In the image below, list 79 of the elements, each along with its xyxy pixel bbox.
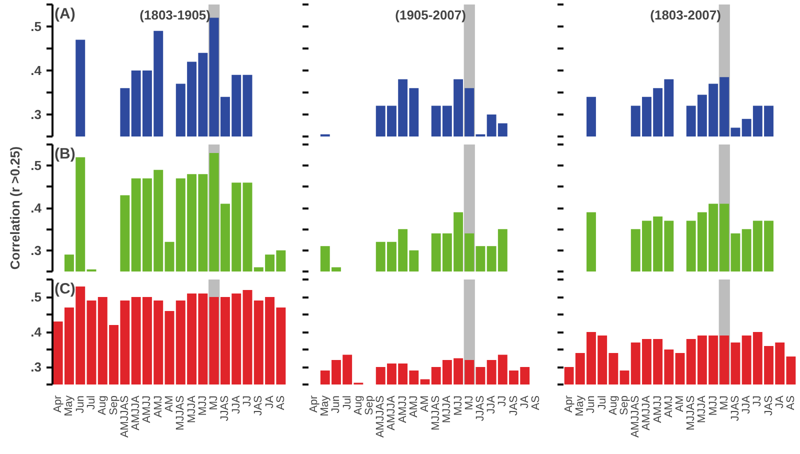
x-tick-label: Apr: [308, 395, 320, 413]
x-tick-label: May: [63, 395, 76, 416]
chart-title: (1803-1905): [140, 8, 210, 22]
x-tick-label: AMJ: [152, 396, 164, 418]
x-tick-label: Jul: [341, 396, 354, 410]
x-tick-label: Aug: [352, 395, 364, 416]
x-tick-label: May: [574, 395, 586, 416]
x-tick-label: AS: [530, 395, 542, 410]
x-tick-label: Sep: [108, 395, 120, 416]
annotation: (C): [54, 280, 76, 298]
x-tick-label: JJAS: [219, 395, 232, 422]
x-tick-label: AM: [674, 396, 686, 412]
x-tick-label: JA: [264, 394, 276, 408]
x-tick-label: JAS: [762, 395, 775, 416]
x-tick-label: MJJAS: [430, 395, 442, 430]
y-tick-label: .4: [30, 200, 42, 216]
x-tick-label: Jun: [74, 395, 86, 414]
x-tick-label: AMJ: [408, 396, 420, 418]
x-tick-label: AMJJA: [130, 394, 142, 430]
x-tick-label: AMJJ: [396, 396, 409, 423]
x-tick-label: AMJJA: [640, 394, 653, 430]
x-tick-label: Jul: [86, 396, 98, 410]
x-tick-label: Jun: [585, 395, 598, 414]
x-tick-label: AMJ: [662, 396, 675, 418]
x-tick-label: Sep: [618, 395, 631, 416]
y-tick-label: .3: [30, 360, 42, 374]
x-tick-label: MJJA: [186, 394, 198, 423]
x-tick-label: JJ: [752, 396, 764, 406]
x-tick-label: JJA: [230, 394, 242, 414]
x-tick-label: AMJJ: [652, 396, 664, 423]
x-tick-label: JJ: [496, 396, 509, 406]
x-tick-label: MJ: [718, 395, 730, 410]
x-tick-label: MJJA: [441, 394, 454, 423]
y-tick-label: .3: [30, 242, 42, 258]
annotation: (A): [54, 6, 76, 22]
x-tick-label: AS: [274, 395, 287, 410]
x-tick-label: AS: [784, 395, 797, 410]
x-tick-label: AMJJA: [386, 394, 398, 430]
x-tick-label: Sep: [364, 395, 376, 416]
x-tick-label: JJ: [242, 396, 254, 406]
x-tick-label: AMJJAS: [630, 395, 642, 438]
annotation: (B): [54, 146, 76, 162]
x-tick-label: Aug: [607, 395, 620, 416]
x-tick-label: May: [319, 395, 332, 416]
x-tick-label: JJAS: [729, 395, 742, 422]
y-tick-label: .5: [30, 19, 42, 34]
x-tick-label: AMJJAS: [374, 395, 387, 438]
chart-title: (1803-2007): [650, 8, 721, 22]
chart-title: (1905-2007): [395, 8, 466, 22]
y-tick-label: .4: [30, 63, 42, 78]
x-tick-label: MJJAS: [685, 395, 698, 430]
y-tick-label: .5: [30, 158, 42, 174]
x-tick-label: JAS: [252, 395, 265, 416]
x-tick-label: MJJAS: [174, 395, 187, 430]
x-tick-label: Jun: [330, 395, 342, 414]
x-tick-label: Jul: [596, 396, 608, 410]
x-tick-label: AMJJAS: [118, 395, 131, 438]
x-tick-label: AM: [419, 396, 431, 412]
y-tick-label: .3: [30, 107, 42, 122]
x-tick-label: Apr: [563, 395, 576, 413]
y-axis-title: Correlation (r >0.25): [8, 146, 23, 270]
x-tick-label: MJ: [463, 395, 476, 410]
x-tick-label: JAS: [508, 395, 520, 416]
x-tick-label: JJAS: [474, 395, 486, 422]
x-tick-label: AM: [164, 396, 176, 412]
x-tick-label: MJ: [208, 395, 220, 410]
x-tick-label: JJA: [486, 394, 498, 414]
x-tick-label: JA: [518, 394, 531, 408]
x-tick-label: MJJ: [452, 395, 464, 416]
x-tick-label: JJA: [740, 394, 753, 414]
y-tick-label: .5: [30, 290, 42, 304]
x-tick-label: AMJJ: [141, 396, 154, 423]
x-tick-label: Aug: [96, 395, 109, 416]
x-tick-label: MJJ: [707, 395, 720, 416]
x-tick-label: MJJA: [696, 394, 708, 423]
x-tick-label: Apr: [52, 395, 64, 413]
x-tick-label: JA: [774, 394, 786, 408]
x-tick-label: MJJ: [196, 395, 209, 416]
y-tick-label: .4: [30, 324, 42, 340]
